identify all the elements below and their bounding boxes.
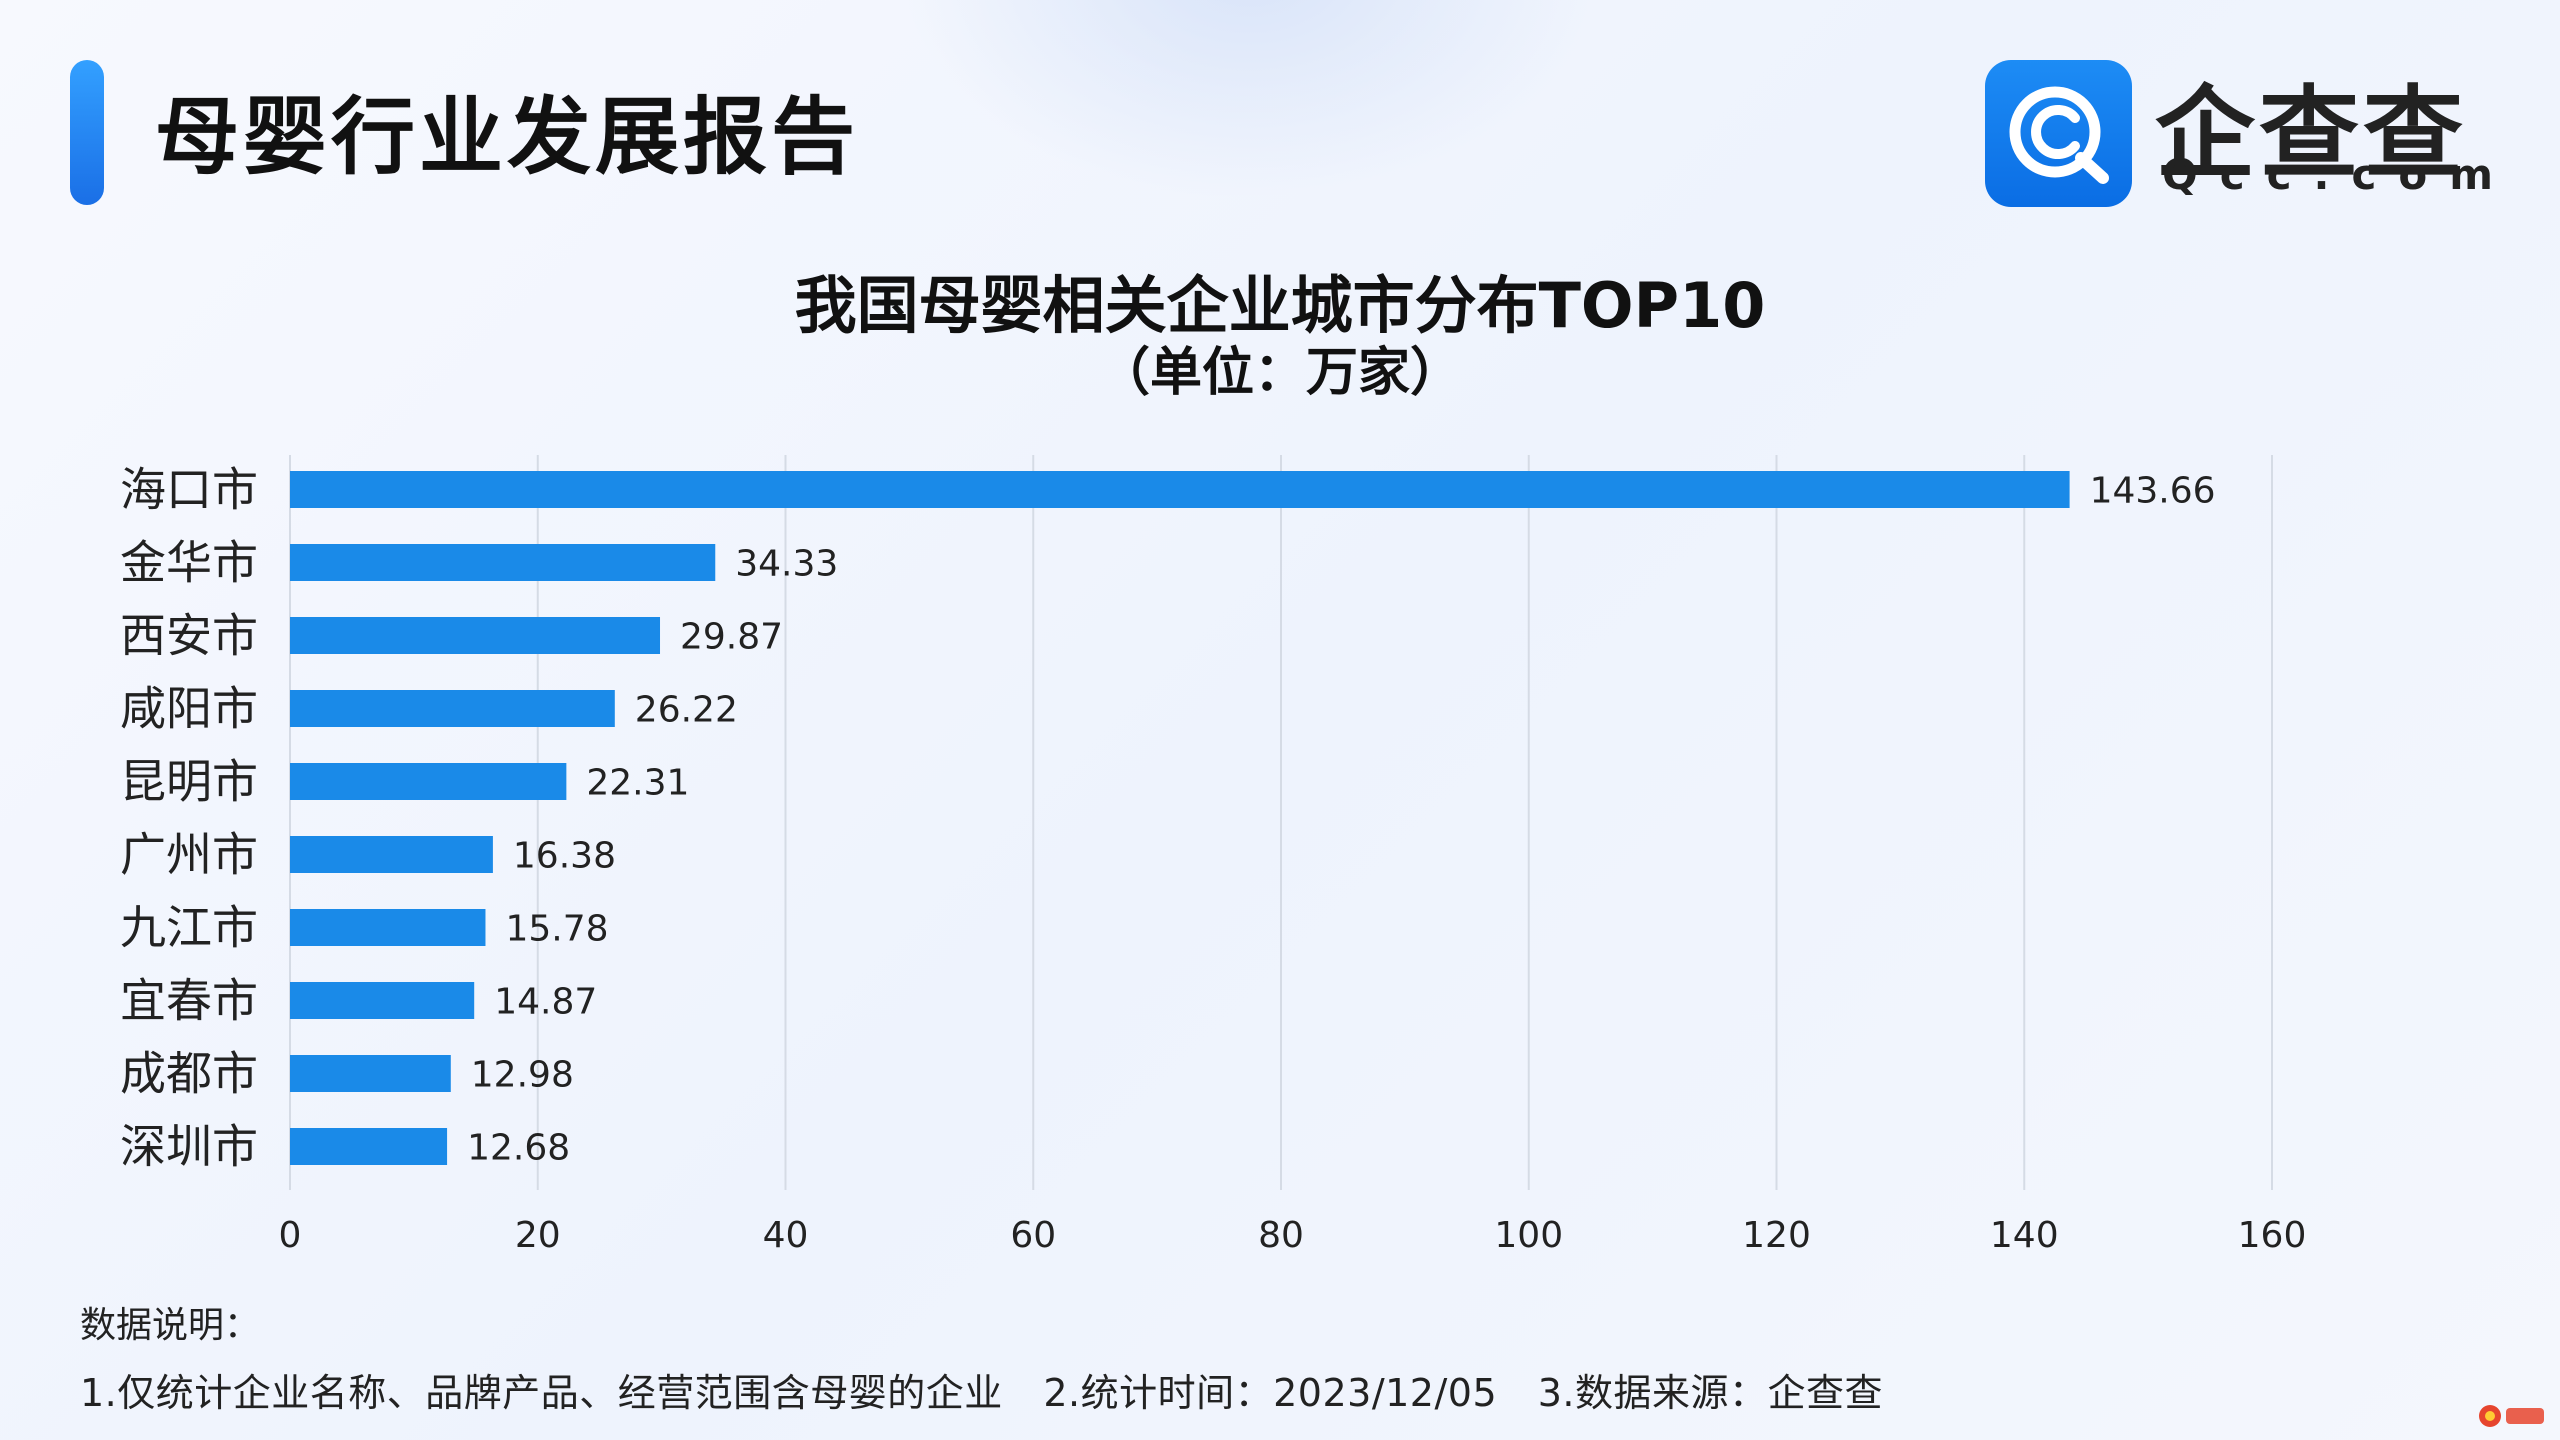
x-tick-label: 120 [1742, 1215, 1811, 1256]
y-category-label: 宜春市 [120, 974, 258, 1028]
title-accent-bar [70, 60, 104, 205]
note-item: 1.仅统计企业名称、品牌产品、经营范围含母婴的企业 [80, 1371, 1003, 1415]
x-tick-label: 60 [1010, 1215, 1056, 1256]
bar [290, 836, 493, 873]
bar [290, 690, 615, 727]
report-title: 母婴行业发展报告 [155, 88, 860, 186]
y-category-label: 西安市 [120, 609, 258, 663]
bar [290, 763, 567, 800]
watermark-badge-icon [2479, 1405, 2544, 1427]
bar-value-label: 12.68 [467, 1128, 570, 1169]
bar-value-label: 14.87 [494, 982, 597, 1023]
bar-value-label: 26.22 [635, 690, 738, 731]
notes-line: 1.仅统计企业名称、品牌产品、经营范围含母婴的企业 2.统计时间：2023/12… [80, 1362, 1911, 1417]
bar-value-label: 12.98 [471, 1055, 574, 1096]
notes-heading: 数据说明： [80, 1305, 261, 1346]
chart-title: 我国母婴相关企业城市分布TOP10 [794, 269, 1766, 342]
y-category-label: 成都市 [120, 1047, 258, 1101]
bar [290, 617, 661, 654]
bar [290, 544, 716, 581]
y-category-label: 昆明市 [120, 755, 258, 809]
bar [290, 982, 475, 1019]
qcc-logo-icon [1985, 60, 2132, 207]
y-category-label: 金华市 [120, 536, 258, 590]
x-tick-label: 40 [763, 1215, 809, 1256]
bar-value-label: 34.33 [735, 544, 838, 585]
bar [290, 1128, 448, 1165]
note-item: 3.数据来源：企查查 [1537, 1371, 1883, 1415]
logo-wordmark-en: Qcc.com [2162, 150, 2515, 199]
bar [290, 471, 2070, 508]
y-category-label: 咸阳市 [120, 682, 258, 736]
x-tick-label: 160 [2238, 1215, 2307, 1256]
logo-wordmark-cn: 企查查 [2155, 75, 2467, 192]
x-tick-label: 140 [1990, 1215, 2059, 1256]
chart-subtitle: （单位：万家） [1097, 343, 1462, 403]
bar-value-label: 143.66 [2090, 471, 2216, 512]
bar-value-label: 16.38 [513, 836, 616, 877]
y-category-label: 海口市 [120, 463, 258, 517]
x-tick-label: 100 [1494, 1215, 1563, 1256]
bar [290, 1055, 451, 1092]
x-tick-label: 0 [279, 1215, 302, 1256]
y-category-label: 深圳市 [120, 1120, 258, 1174]
bar-value-label: 22.31 [586, 763, 689, 804]
y-category-label: 广州市 [120, 828, 258, 882]
x-tick-label: 20 [515, 1215, 561, 1256]
y-category-label: 九江市 [120, 901, 258, 955]
note-item: 2.统计时间：2023/12/05 [1043, 1371, 1498, 1415]
x-tick-label: 80 [1258, 1215, 1304, 1256]
bar-value-label: 15.78 [505, 909, 608, 950]
bar [290, 909, 486, 946]
bar-value-label: 29.87 [680, 617, 783, 658]
